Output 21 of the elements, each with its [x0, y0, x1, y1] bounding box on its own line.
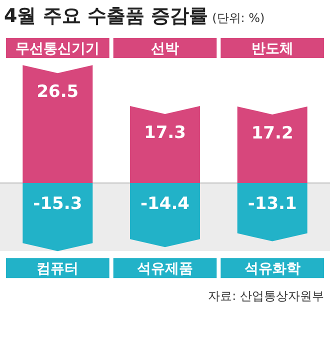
bar	[22, 65, 93, 183]
x-tick-label: 선박	[151, 41, 179, 57]
chart-title: 4월 주요 수출품 증감률	[4, 5, 208, 27]
data-label: 26.5	[36, 82, 79, 102]
bar	[130, 183, 200, 248]
x-tick-label: 반도체	[251, 41, 294, 57]
bar	[130, 106, 200, 183]
data-label: 17.2	[251, 123, 294, 144]
text: 석유제품	[137, 261, 193, 278]
bar	[22, 183, 93, 252]
text: 컴퓨터	[36, 261, 79, 278]
text: 자료: 산업통상자원부	[208, 289, 324, 303]
x-tick-label: 무선통신기기	[16, 41, 100, 57]
bar	[237, 106, 308, 183]
data-label: -15.3	[33, 194, 82, 214]
data-label: 17.3	[144, 123, 186, 144]
data-label: -13.1	[248, 194, 297, 214]
chart-subtitle: (단위: %)	[212, 11, 265, 25]
text: 석유화학	[244, 261, 300, 278]
bar	[237, 183, 308, 242]
data-label: -14.4	[140, 194, 190, 214]
